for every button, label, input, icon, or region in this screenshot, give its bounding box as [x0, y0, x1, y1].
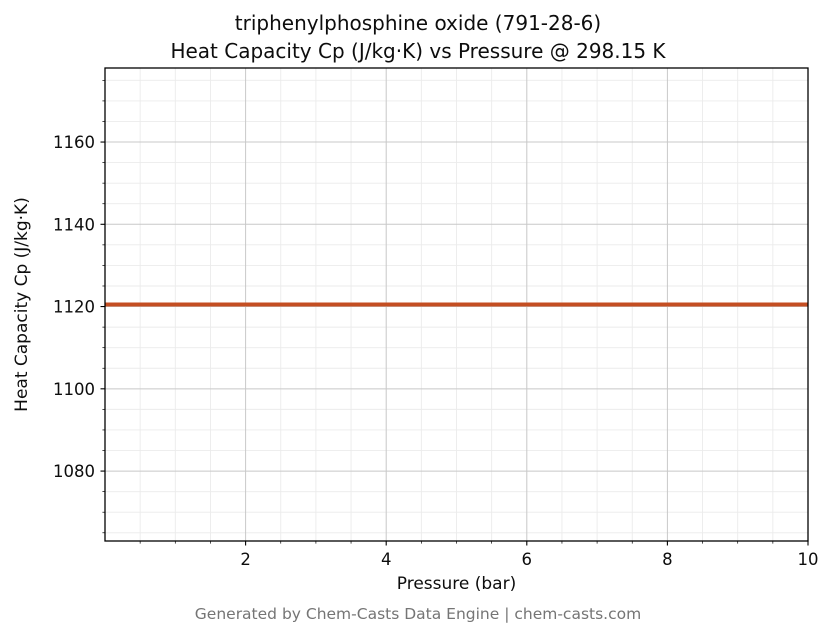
axis-ticks: [100, 141, 809, 546]
svg-text:1140: 1140: [53, 215, 95, 234]
axis-minor-ticks: [102, 79, 774, 544]
y-axis-label: Heat Capacity Cp (J/kg·K): [12, 197, 32, 412]
footer-credit: Generated by Chem-Casts Data Engine | ch…: [194, 605, 642, 623]
svg-text:6: 6: [522, 550, 533, 569]
svg-text:2: 2: [240, 550, 251, 569]
svg-text:4: 4: [381, 550, 392, 569]
svg-text:10: 10: [798, 550, 819, 569]
svg-text:1160: 1160: [53, 133, 95, 152]
chart-title-line2: Heat Capacity Cp (J/kg·K) vs Pressure @ …: [170, 39, 666, 63]
chart-title: triphenylphosphine oxide (791-28-6) Heat…: [0, 9, 836, 65]
chart-title-line1: triphenylphosphine oxide (791-28-6): [234, 11, 602, 35]
svg-text:1080: 1080: [53, 462, 95, 481]
x-axis-label: Pressure (bar): [397, 574, 516, 594]
svg-text:8: 8: [662, 550, 673, 569]
tick-labels: 2 4 6 8 10 1080 1100 1120 1140 1160: [53, 133, 819, 569]
svg-text:1100: 1100: [53, 380, 95, 399]
svg-text:1120: 1120: [53, 298, 95, 317]
